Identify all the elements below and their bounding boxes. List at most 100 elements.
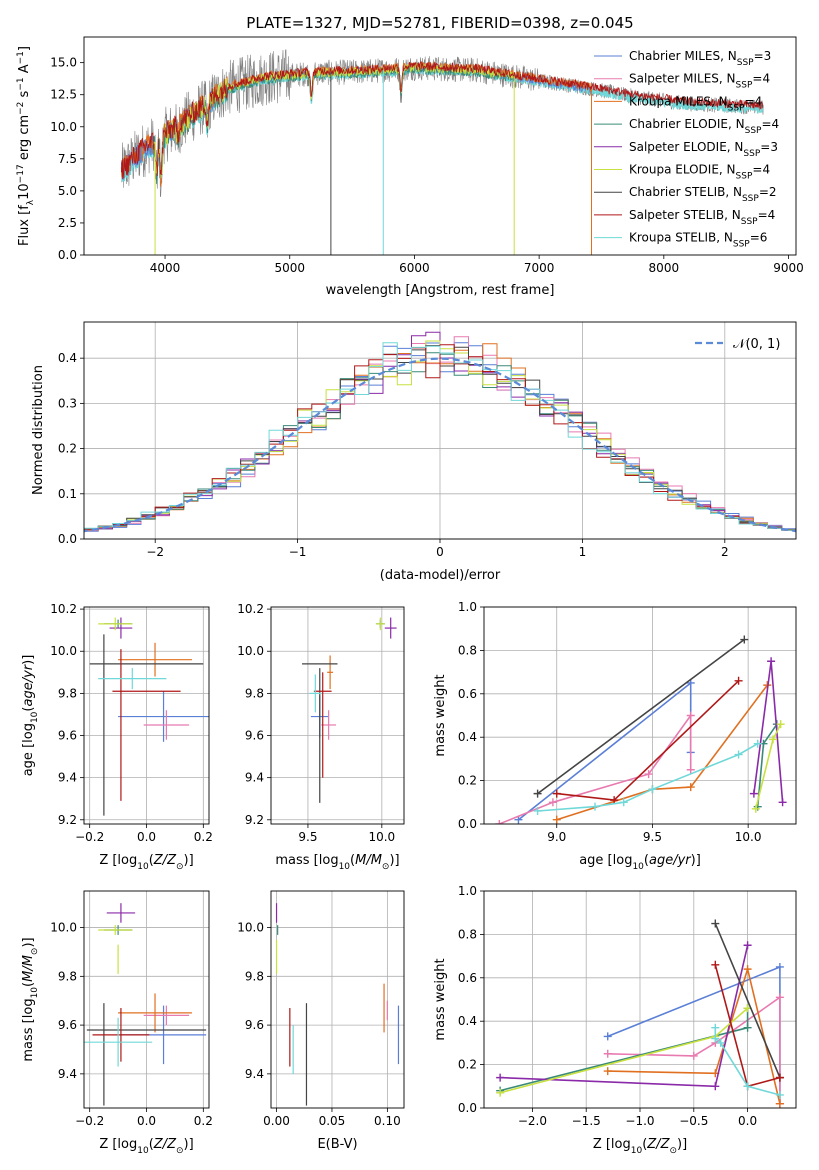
ebv_vs_mass-panel: 0.00 0.05 0.10 9.4 9.6 9.8 10.0: [237, 890, 405, 1128]
y-tick-label: 9.6: [245, 1018, 264, 1032]
y-tick-label: 10.2: [237, 602, 264, 616]
label-part: (: [350, 853, 355, 868]
x-tick-label: 4000: [150, 261, 181, 275]
x-tick-label: −1.5: [572, 1114, 601, 1128]
weight-series-kroupa_elodie: [751, 720, 785, 813]
label-part: −1: [16, 77, 26, 90]
x-tick-label: 6000: [399, 261, 430, 275]
legend-entry: Chabrier STELIB, NSSP=2: [629, 185, 777, 204]
errorbar-point-kroupa_stelib: [98, 668, 167, 690]
weight-series-chabrier_miles: [514, 678, 695, 824]
y-tick-label: 0.8: [458, 643, 477, 657]
y-tick-label: 10.0: [50, 120, 77, 134]
y-tick-label: 10.0: [50, 644, 77, 658]
axes-frame: [83, 321, 797, 540]
y-tick-label: 0.3: [58, 396, 77, 410]
y-tick-label: 9.2: [58, 813, 77, 827]
errorbar-point-salpeter_miles: [143, 710, 190, 740]
y-tick-label: 9.8: [245, 686, 264, 700]
errorbar-point-salpeter_elodie: [384, 617, 397, 639]
label-part: )]: [691, 853, 701, 868]
residual_histogram-plot-area: [84, 331, 796, 534]
weight-series-salpeter_miles: [495, 711, 695, 824]
legend-sub: SSP: [733, 240, 750, 250]
label-part: 10: [137, 1146, 149, 1156]
x-tick-label: 0.0: [137, 830, 156, 844]
legend-entry: Chabrier MILES, NSSP=3: [629, 49, 771, 68]
weight-line: [714, 923, 781, 1078]
y-tick-label: 0.6: [458, 687, 477, 701]
y-tick-label: 2.5: [58, 216, 77, 230]
errorbar-point-salpeter_stelib: [92, 1008, 150, 1062]
axes-frame: [483, 890, 797, 1109]
weight-series-kroupa_stelib: [711, 1023, 784, 1099]
label-part: 10: [30, 711, 40, 723]
label-part: 10: [632, 862, 644, 872]
legend-tail: =4: [745, 94, 763, 108]
label-part: Flux [f: [17, 205, 32, 246]
y-tick-label: 0.1: [58, 487, 77, 501]
x-axis-label: age [log10(age/yr)]: [579, 853, 701, 872]
mass_vs_age-panel: 9.5 10.0 9.2 9.4 9.6 9.8 10.0 10.2: [237, 602, 405, 844]
y-tick-label: 0.6: [458, 971, 477, 985]
x-tick-label: 0.0: [137, 1114, 156, 1128]
y-tick-label: 0.4: [58, 351, 77, 365]
x-axis-label: Z [log10(Z/Z⊙)]: [99, 1137, 193, 1156]
errorbar-point-kroupa_miles: [118, 642, 192, 677]
y-tick-label: 10.0: [237, 644, 264, 658]
label-part: )]: [21, 937, 36, 947]
weight-series-kroupa_stelib: [533, 739, 762, 815]
weight-marker: [603, 1067, 612, 1076]
x-tick-label: −2: [146, 545, 164, 559]
x-tick-label: 0.2: [194, 830, 213, 844]
weight-marker: [711, 960, 720, 969]
label-part: (: [21, 982, 36, 987]
weight-marker: [767, 657, 776, 666]
weight-marker: [686, 783, 695, 792]
label-part: (: [149, 1137, 154, 1152]
legend-tail: =4: [761, 117, 779, 131]
y-tick-label: 0.2: [58, 442, 77, 456]
weight-marker: [711, 1082, 720, 1091]
x-tick-label: −1.0: [625, 1114, 654, 1128]
weight-marker: [533, 789, 542, 798]
y-axis-label: mass weight: [433, 958, 448, 1040]
x-tick-label: 9000: [773, 261, 804, 275]
weight-marker: [686, 765, 695, 774]
chart-title: PLATE=1327, MJD=52781, FIBERID=0398, z=0…: [246, 14, 633, 32]
x-axis-label: wavelength [Angstrom, rest frame]: [326, 283, 555, 298]
label-part: −1: [16, 51, 26, 64]
x-tick-label: 9.0: [547, 830, 566, 844]
grid: [271, 607, 404, 824]
weight-marker: [644, 770, 653, 779]
legend-tail: =4: [752, 163, 770, 177]
label-part: −2: [16, 102, 26, 115]
weight-marker: [619, 798, 628, 807]
weight-marker: [689, 1051, 698, 1060]
legend-sub: SSP: [741, 217, 758, 227]
y-tick-label: 9.8: [245, 969, 264, 983]
weight-marker: [552, 789, 561, 798]
label-part: 10: [631, 1146, 643, 1156]
weight-marker: [743, 1023, 752, 1032]
weight-marker: [740, 635, 749, 644]
legend-text: Kroupa MILES, N: [629, 94, 728, 108]
label-part: M/M: [355, 853, 382, 868]
y-axis-label: mass weight: [433, 674, 448, 756]
label-part: −17: [16, 164, 26, 183]
legend-text: Chabrier STELIB, N: [629, 185, 742, 199]
x-tick-label: 1: [579, 545, 587, 559]
weight-marker: [591, 802, 600, 811]
label-part: age/yr: [21, 663, 36, 706]
weight-marker: [496, 1073, 505, 1082]
x-tick-label: 0: [436, 545, 444, 559]
errorbar-point-salpeter_elodie: [106, 903, 136, 923]
x-tick-label: 0.0: [738, 1114, 757, 1128]
y-tick-label: 0.0: [458, 817, 477, 831]
weight-marker: [686, 711, 695, 720]
spectrum-plot-area: [120, 49, 764, 255]
y-tick-label: 7.5: [58, 152, 77, 166]
x-tick-label: −1: [289, 545, 307, 559]
x-tick-label: 9.5: [643, 830, 662, 844]
